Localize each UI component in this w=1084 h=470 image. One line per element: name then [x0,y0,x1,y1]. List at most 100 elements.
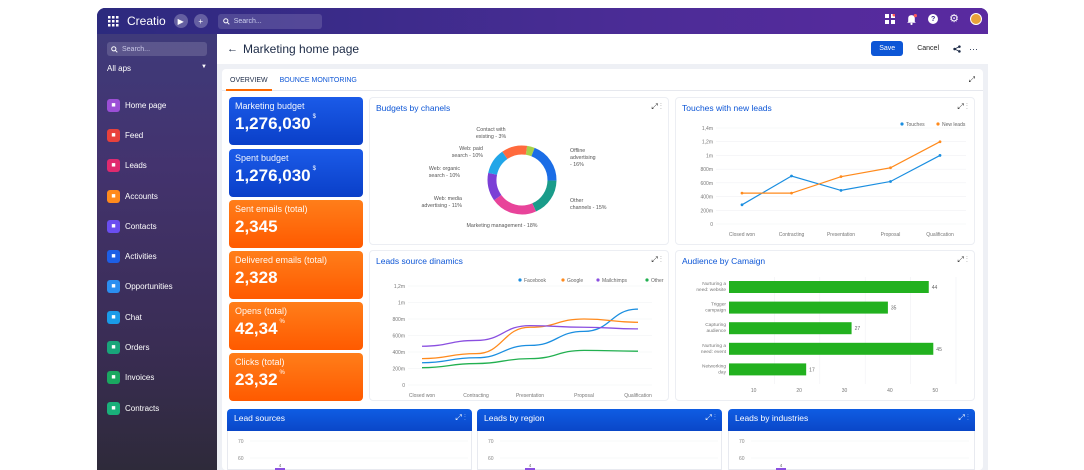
avatar[interactable] [970,13,982,25]
opportunities-icon: ■ [107,280,120,294]
kpi-card-opens-total: Opens (total) 42,34% [229,302,363,350]
play-icon[interactable]: ▶ [173,14,188,28]
sidebar-item-label: Accounts [125,191,158,201]
kpi-value: 2,328 [235,268,278,287]
sidebar-item-opportunities[interactable]: ■ Opportunities [107,272,212,302]
sidebar-item-contacts[interactable]: ■ Contacts [107,211,212,241]
bar [729,281,929,293]
legend-marker [936,122,940,126]
sidebar-item-feed[interactable]: ■ Feed [107,120,212,150]
sidebar-nav: ■ Home page ■ Feed ■ Leads ■ Accounts ■ Contacts ■… [107,90,212,423]
card-menu-icon[interactable]: ⤢ ⋮ [957,255,968,264]
kpi-unit: $ [312,114,316,120]
sidebar-item-leads[interactable]: ■ Leads [107,151,212,181]
kpi-value: 23,32% [235,370,285,389]
y-tick-label: 0 [402,383,405,389]
data-point [839,189,843,192]
sidebar-search-placeholder: Search... [122,45,151,53]
donut-slice [531,147,557,181]
apps-grid-icon[interactable] [107,15,119,27]
kpi-unit: $ [312,166,316,172]
y-category-label: Trigger [711,302,726,308]
tab-bounce-monitoring[interactable]: BOUNCE MONITORING [279,77,357,84]
card-menu-icon[interactable]: ⤢ ⋮ [705,413,716,422]
tab-overview[interactable]: OVERVIEW [226,77,272,91]
card-menu-icon[interactable]: ⤢ ⋮ [651,255,662,264]
sidebar-item-home-page[interactable]: ■ Home page [107,90,212,120]
donut-slice [525,145,535,157]
kpi-label: Spent budget [235,153,289,163]
kpi-label: Opens (total) [235,306,288,316]
donut-slice [487,172,502,201]
leads-region-bar-chart: 70 60 4 [488,439,718,470]
card-title: Audience by Camaign [682,256,766,266]
sidebar-search-input[interactable]: Search... [107,42,207,56]
accounts-icon: ■ [107,189,120,203]
y-tick-label: 800m [700,167,713,173]
global-search-input[interactable]: Search... [217,13,322,29]
legend-marker [518,278,522,282]
add-icon[interactable]: + [193,14,208,28]
tab-bar: OVERVIEW BOUNCE MONITORING [222,69,983,91]
all-apps-dropdown[interactable]: All aps ▼ [107,64,207,73]
sidebar-item-accounts[interactable]: ■ Accounts [107,181,212,211]
leads-source-card: Leads source dinamics ⤢ ⋮ 1,2m 1m 800m 600m… [369,250,669,401]
home-icon: ■ [107,98,120,112]
donut-label: - 16% [570,162,584,168]
kpi-unit: % [279,370,285,376]
kpi-card-spent-budget: Spent budget 1,276,030 $ [229,149,363,197]
contracts-icon: ■ [107,401,120,415]
sidebar-item-chat[interactable]: ■ Chat [107,302,212,332]
all-apps-label: All aps [107,64,132,73]
series-line-facebook [421,308,639,364]
x-tick-label: Proposal [574,393,594,399]
expand-icon[interactable]: ⤢ [968,75,975,84]
y-category-label: Nurturing a [702,343,726,349]
flag-icon: ■ [107,250,120,264]
y-category-label: Networking [702,363,726,369]
y-tick-label: 1m [706,153,713,159]
back-arrow-icon[interactable]: ← [227,43,238,55]
bell-icon[interactable] [906,13,918,25]
y-tick-label: 400m [392,350,405,356]
y-tick-label: 1m [398,301,405,307]
bar-value-label: 4 [529,463,532,468]
sidebar-item-orders[interactable]: ■ Orders [107,332,212,362]
data-point [790,174,793,178]
card-menu-icon[interactable]: ⤢ ⋮ [958,413,969,422]
y-tick-label: 60 [739,456,745,462]
lead-sources-card-body: 70 60 4 [227,431,472,470]
sidebar-item-invoices[interactable]: ■ Invoices [107,363,212,393]
dashboard-panel: OVERVIEW BOUNCE MONITORING ⤢ Marketing b… [222,69,983,470]
x-tick-label: 20 [796,388,802,394]
card-menu-icon[interactable]: ⤢ ⋮ [957,102,968,111]
x-tick-label: Presentation [516,393,544,399]
card-menu-icon[interactable]: ⤢ ⋮ [651,102,662,111]
donut-label: Offline [570,148,585,154]
x-tick-label: Closed won [409,393,435,399]
donut-label: Web: paid [459,146,483,152]
sidebar-item-contracts[interactable]: ■ Contracts [107,393,212,423]
save-button[interactable]: Save [871,41,904,56]
chevron-down-icon: ▼ [201,64,207,70]
sidebar-item-label: Orders [125,343,150,353]
audience-card: Audience by Camaign ⤢ ⋮ 10 20 30 40 50 44 Nurt… [675,250,975,401]
sidebar-item-activities[interactable]: ■ Activities [107,241,212,271]
kpi-label: Delivered emails (total) [235,255,328,265]
cancel-button[interactable]: Cancel [917,45,939,52]
settings-icon[interactable]: ⚙ [949,13,959,25]
help-icon[interactable]: ? [928,14,939,24]
y-category-label: Capturing [705,322,726,328]
card-menu-icon[interactable]: ⤢ ⋮ [455,413,466,422]
more-options-icon[interactable]: ··· [969,43,978,54]
widgets-icon[interactable] [885,14,896,24]
share-icon[interactable] [953,44,961,53]
y-tick-label: 600m [392,334,405,340]
y-tick-label: 70 [739,439,745,445]
y-tick-label: 1,2m [702,140,713,146]
sidebar-item-label: Contacts [125,221,157,231]
kpi-value: 1,276,030 $ [235,166,316,185]
brand-logo: Creatio [127,14,166,28]
touches-card: Touches with new leads ⤢ ⋮ 1,4m 1,2m 1m 800… [675,97,975,245]
